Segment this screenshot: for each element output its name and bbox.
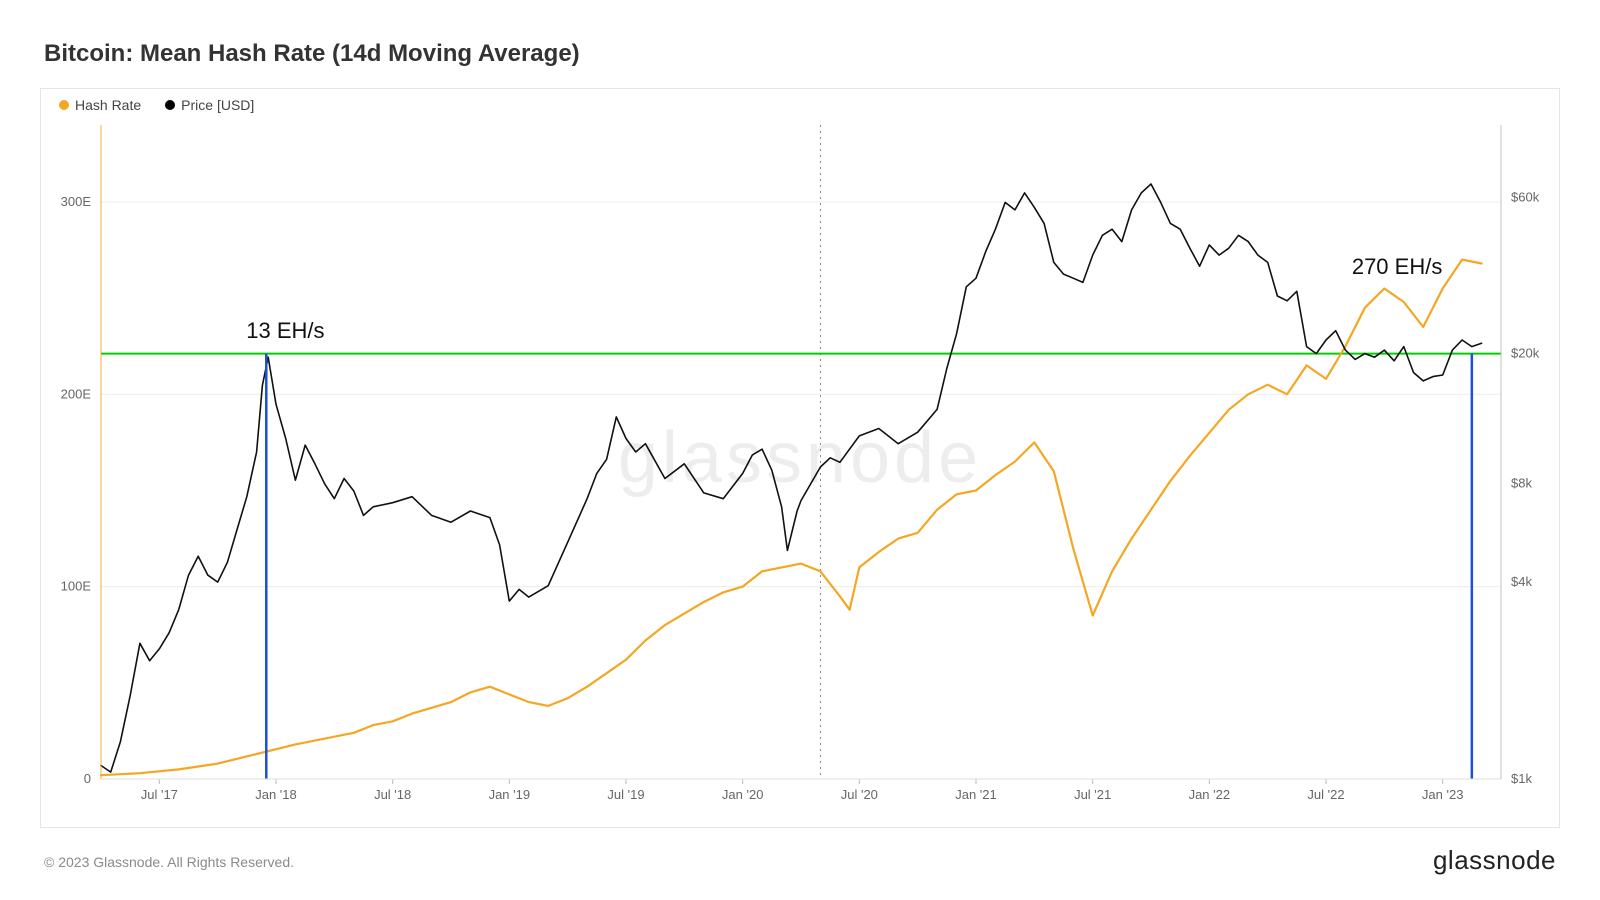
- legend-item-hash[interactable]: Hash Rate: [59, 97, 141, 113]
- annotation-left: 13 EH/s: [246, 318, 324, 344]
- svg-text:Jul '20: Jul '20: [841, 787, 878, 802]
- svg-text:Jan '22: Jan '22: [1189, 787, 1231, 802]
- copyright-footer: © 2023 Glassnode. All Rights Reserved.: [44, 854, 294, 870]
- svg-text:Jul '22: Jul '22: [1307, 787, 1344, 802]
- chart-svg: 0 100E 200E 300E $1k $4k $8k $20k $60k Jul '17 Jan…: [41, 89, 1561, 829]
- svg-text:$8k: $8k: [1511, 476, 1532, 491]
- svg-text:Jan '23: Jan '23: [1422, 787, 1464, 802]
- svg-text:$1k: $1k: [1511, 771, 1532, 786]
- legend-label-price: Price [USD]: [181, 97, 254, 113]
- chart-frame: Hash Rate Price [USD] glassnode 13 EH/s …: [40, 88, 1560, 828]
- svg-text:200E: 200E: [61, 386, 92, 401]
- svg-text:0: 0: [84, 771, 91, 786]
- svg-text:Jul '21: Jul '21: [1074, 787, 1111, 802]
- legend-item-price[interactable]: Price [USD]: [165, 97, 254, 113]
- legend-label-hash: Hash Rate: [75, 97, 141, 113]
- svg-text:Jan '18: Jan '18: [255, 787, 297, 802]
- svg-text:100E: 100E: [61, 579, 92, 594]
- hash-dot-icon: [59, 100, 69, 110]
- svg-text:Jan '20: Jan '20: [722, 787, 764, 802]
- svg-text:$4k: $4k: [1511, 574, 1532, 589]
- svg-text:Jan '19: Jan '19: [489, 787, 531, 802]
- legend: Hash Rate Price [USD]: [59, 97, 254, 113]
- annotation-right: 270 EH/s: [1352, 254, 1443, 280]
- svg-text:Jul '17: Jul '17: [141, 787, 178, 802]
- svg-text:Jul '18: Jul '18: [374, 787, 411, 802]
- svg-text:300E: 300E: [61, 194, 92, 209]
- svg-text:$60k: $60k: [1511, 190, 1540, 205]
- price-dot-icon: [165, 100, 175, 110]
- page: Bitcoin: Mean Hash Rate (14d Moving Aver…: [0, 0, 1600, 900]
- svg-text:Jul '19: Jul '19: [607, 787, 644, 802]
- chart-title: Bitcoin: Mean Hash Rate (14d Moving Aver…: [44, 40, 1560, 68]
- svg-text:$20k: $20k: [1511, 346, 1540, 361]
- svg-text:Jan '21: Jan '21: [955, 787, 997, 802]
- brand-logo: glassnode: [1433, 845, 1556, 876]
